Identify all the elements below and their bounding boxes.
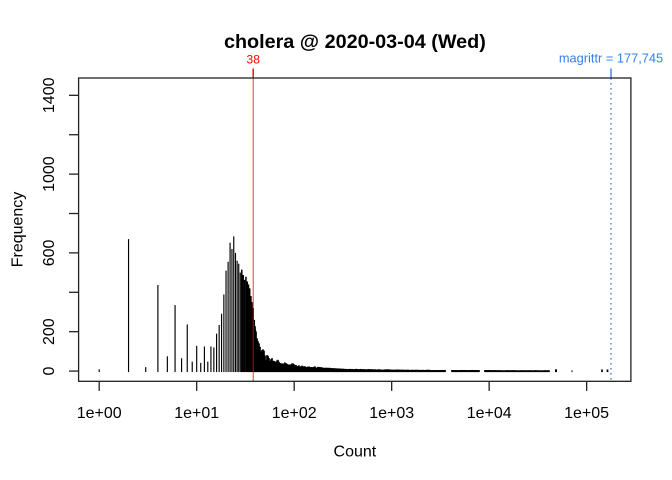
svg-text:1e+05: 1e+05 [564, 405, 609, 422]
svg-text:1e+01: 1e+01 [174, 405, 219, 422]
svg-text:1e+03: 1e+03 [369, 405, 414, 422]
svg-text:1e+02: 1e+02 [272, 405, 317, 422]
svg-text:600: 600 [41, 239, 58, 266]
svg-text:1000: 1000 [41, 156, 58, 192]
svg-text:1e+00: 1e+00 [77, 405, 122, 422]
svg-text:200: 200 [41, 318, 58, 345]
svg-text:magrittr = 177,745: magrittr = 177,745 [559, 51, 663, 66]
svg-text:1400: 1400 [41, 77, 58, 113]
svg-text:38: 38 [247, 53, 261, 67]
svg-text:Count: Count [334, 444, 377, 461]
svg-text:cholera @ 2020-03-04 (Wed): cholera @ 2020-03-04 (Wed) [224, 31, 486, 53]
svg-text:0: 0 [41, 367, 58, 376]
svg-text:Frequency: Frequency [10, 192, 27, 268]
svg-text:1e+04: 1e+04 [467, 405, 512, 422]
